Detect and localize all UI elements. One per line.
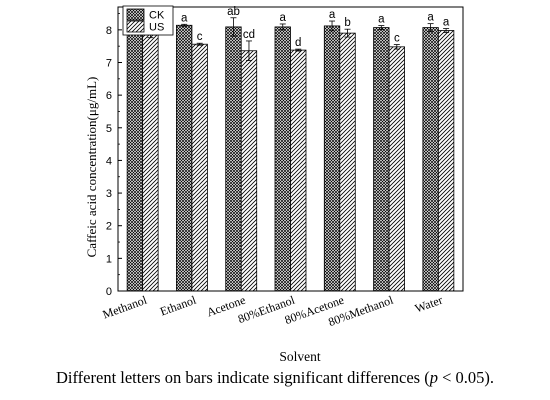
significance-letter: a — [427, 12, 434, 24]
significance-letter: a — [443, 17, 450, 29]
y-tick-label: 8 — [106, 25, 112, 37]
significance-letter: cd — [243, 29, 255, 41]
significance-letter: c — [394, 33, 400, 45]
bar-ck — [126, 26, 144, 292]
y-tick-label: 2 — [106, 221, 112, 233]
x-tick-label: Water — [413, 293, 444, 316]
legend: CK US — [122, 5, 174, 36]
caption-text-end: < 0.05). — [437, 368, 494, 387]
caption-text-start: Different letters on bars indicate signi… — [55, 368, 430, 387]
bar-ck — [176, 24, 193, 292]
bar-us — [290, 49, 307, 292]
significance-letter: a — [181, 12, 188, 24]
bar-us — [437, 30, 455, 292]
y-axis-title: Caffeic acid concentration(μg/mL) — [84, 77, 99, 258]
significance-letter: c — [197, 31, 203, 43]
y-tick-label: 3 — [106, 188, 112, 200]
legend-label-us: US — [149, 22, 164, 34]
y-tick-label: 5 — [106, 123, 112, 135]
bar-ck — [225, 26, 242, 292]
bar-ck — [422, 27, 439, 292]
significance-letter: a — [329, 9, 336, 21]
y-tick-label: 1 — [106, 253, 112, 265]
significance-letter: b — [344, 17, 350, 29]
significance-letter: a — [378, 14, 385, 26]
x-tick-label: Ethanol — [158, 292, 198, 318]
bar-us — [339, 32, 356, 292]
bar-us — [240, 50, 258, 292]
bar-us — [388, 46, 405, 292]
legend-swatch-ck — [126, 8, 145, 21]
bar-us — [142, 34, 159, 292]
significance-letter: ab — [227, 6, 240, 18]
legend-swatch-us — [126, 20, 145, 33]
bar-us — [191, 43, 208, 292]
bar-ck — [274, 26, 291, 292]
y-tick-label: 7 — [106, 57, 112, 69]
plot-frame — [117, 6, 464, 292]
significance-letter: d — [295, 37, 301, 49]
y-tick-label: 4 — [106, 155, 112, 167]
significance-letter: a — [280, 12, 287, 24]
caption-p-symbol: p — [429, 368, 438, 387]
bar-ck — [323, 25, 341, 292]
y-tick-label: 0 — [106, 286, 112, 298]
figure-caption: Different letters on bars indicate signi… — [0, 368, 550, 388]
legend-label-ck: CK — [149, 10, 165, 22]
x-axis-title: Solvent — [279, 349, 321, 364]
bar-ck — [373, 27, 390, 292]
y-tick-label: 6 — [106, 90, 112, 102]
